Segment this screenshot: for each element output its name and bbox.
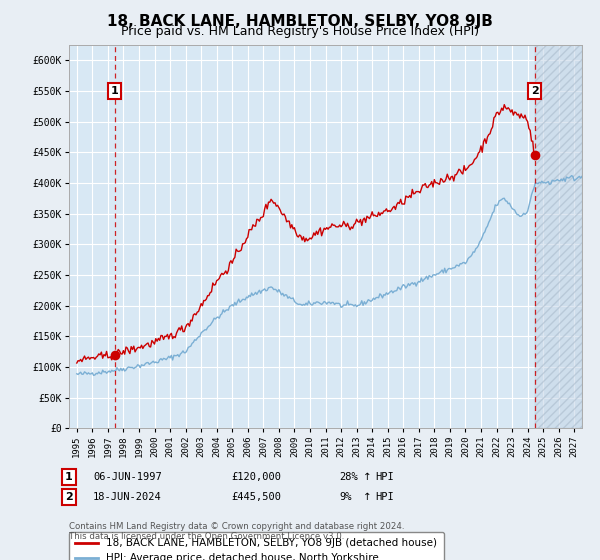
Text: £120,000: £120,000 [231,472,281,482]
Legend: 18, BACK LANE, HAMBLETON, SELBY, YO8 9JB (detached house), HPI: Average price, d: 18, BACK LANE, HAMBLETON, SELBY, YO8 9JB… [69,532,444,560]
Text: 1: 1 [65,472,73,482]
Text: 18, BACK LANE, HAMBLETON, SELBY, YO8 9JB: 18, BACK LANE, HAMBLETON, SELBY, YO8 9JB [107,14,493,29]
Text: 9%: 9% [339,492,352,502]
Text: 1: 1 [110,86,118,96]
Text: Price paid vs. HM Land Registry's House Price Index (HPI): Price paid vs. HM Land Registry's House … [121,25,479,38]
Text: 2: 2 [531,86,539,96]
Text: ↑: ↑ [363,492,372,502]
Text: 28%: 28% [339,472,358,482]
Bar [535,45,582,428]
Text: 06-JUN-1997: 06-JUN-1997 [93,472,162,482]
Text: 2: 2 [65,492,73,502]
Text: HPI: HPI [375,472,394,482]
Text: HPI: HPI [375,492,394,502]
Text: £445,500: £445,500 [231,492,281,502]
Text: 18-JUN-2024: 18-JUN-2024 [93,492,162,502]
Text: ↑: ↑ [363,472,372,482]
Text: Contains HM Land Registry data © Crown copyright and database right 2024.
This d: Contains HM Land Registry data © Crown c… [69,522,404,542]
